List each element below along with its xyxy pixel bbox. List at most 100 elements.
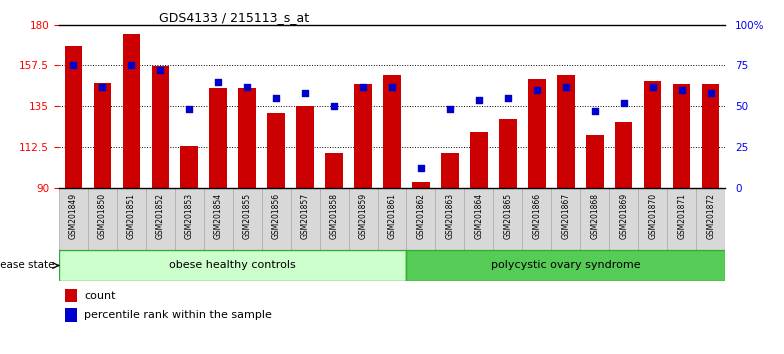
- Point: [415, 165, 427, 171]
- Point: [676, 87, 688, 93]
- Point: [241, 84, 253, 90]
- Text: GSM201855: GSM201855: [242, 193, 252, 239]
- Text: GSM201858: GSM201858: [329, 193, 339, 239]
- Bar: [146, 188, 175, 250]
- Bar: [383, 75, 401, 188]
- Bar: [644, 81, 662, 188]
- Point: [386, 84, 398, 90]
- Point: [154, 68, 166, 73]
- Bar: [615, 122, 633, 188]
- Text: GSM201862: GSM201862: [416, 193, 426, 239]
- Text: GSM201870: GSM201870: [648, 193, 657, 239]
- Bar: [702, 85, 720, 188]
- Point: [473, 97, 485, 103]
- Point: [444, 107, 456, 112]
- Text: count: count: [84, 291, 115, 301]
- Point: [618, 100, 630, 106]
- Point: [502, 95, 514, 101]
- Point: [183, 107, 195, 112]
- Bar: [320, 188, 349, 250]
- Text: GSM201861: GSM201861: [387, 193, 397, 239]
- Text: percentile rank within the sample: percentile rank within the sample: [84, 310, 272, 320]
- Bar: [528, 79, 546, 188]
- Bar: [499, 119, 517, 188]
- Bar: [267, 113, 285, 188]
- Bar: [551, 188, 580, 250]
- Bar: [117, 188, 146, 250]
- Bar: [122, 34, 140, 188]
- Bar: [151, 67, 169, 188]
- Point: [328, 103, 340, 109]
- Bar: [296, 106, 314, 188]
- Bar: [406, 250, 725, 281]
- Text: GSM201867: GSM201867: [561, 193, 570, 239]
- Bar: [673, 85, 691, 188]
- Text: GSM201850: GSM201850: [98, 193, 107, 239]
- Text: GSM201863: GSM201863: [445, 193, 455, 239]
- Text: GSM201872: GSM201872: [706, 193, 715, 239]
- Bar: [175, 188, 204, 250]
- Bar: [238, 88, 256, 188]
- Point: [270, 95, 282, 101]
- Bar: [493, 188, 522, 250]
- Bar: [638, 188, 667, 250]
- Point: [125, 63, 137, 68]
- Bar: [65, 308, 78, 322]
- Point: [647, 84, 659, 90]
- Bar: [667, 188, 696, 250]
- Bar: [64, 46, 82, 188]
- Text: GSM201854: GSM201854: [214, 193, 223, 239]
- Point: [212, 79, 224, 85]
- Bar: [354, 85, 372, 188]
- Text: GSM201871: GSM201871: [677, 193, 686, 239]
- Text: GSM201851: GSM201851: [127, 193, 136, 239]
- Bar: [609, 188, 638, 250]
- Bar: [59, 188, 88, 250]
- Bar: [586, 135, 604, 188]
- Text: GSM201865: GSM201865: [503, 193, 513, 239]
- Point: [357, 84, 369, 90]
- Bar: [88, 188, 117, 250]
- Bar: [696, 188, 725, 250]
- Bar: [441, 153, 459, 188]
- Bar: [412, 182, 430, 188]
- Point: [589, 108, 601, 114]
- Text: disease state: disease state: [0, 261, 55, 270]
- Text: GSM201853: GSM201853: [185, 193, 194, 239]
- Bar: [93, 83, 111, 188]
- Text: GSM201857: GSM201857: [300, 193, 310, 239]
- Text: GDS4133 / 215113_s_at: GDS4133 / 215113_s_at: [158, 11, 309, 24]
- Text: GSM201849: GSM201849: [69, 193, 78, 239]
- Point: [705, 90, 717, 96]
- Bar: [435, 188, 464, 250]
- Text: GSM201866: GSM201866: [532, 193, 542, 239]
- Bar: [209, 88, 227, 188]
- Text: GSM201869: GSM201869: [619, 193, 628, 239]
- Bar: [291, 188, 320, 250]
- Point: [299, 90, 311, 96]
- Bar: [180, 146, 198, 188]
- Point: [560, 84, 572, 90]
- Text: GSM201852: GSM201852: [156, 193, 165, 239]
- Bar: [557, 75, 575, 188]
- Text: polycystic ovary syndrome: polycystic ovary syndrome: [491, 261, 641, 270]
- Bar: [65, 289, 78, 302]
- Text: GSM201868: GSM201868: [590, 193, 599, 239]
- Bar: [262, 188, 291, 250]
- Bar: [470, 132, 488, 188]
- Bar: [378, 188, 406, 250]
- Bar: [349, 188, 378, 250]
- Bar: [59, 250, 406, 281]
- Point: [67, 63, 79, 68]
- Point: [96, 84, 108, 90]
- Bar: [204, 188, 233, 250]
- Text: obese healthy controls: obese healthy controls: [169, 261, 296, 270]
- Bar: [522, 188, 551, 250]
- Text: GSM201859: GSM201859: [358, 193, 368, 239]
- Bar: [406, 188, 435, 250]
- Text: GSM201856: GSM201856: [271, 193, 281, 239]
- Bar: [233, 188, 262, 250]
- Bar: [580, 188, 609, 250]
- Bar: [325, 153, 343, 188]
- Point: [531, 87, 543, 93]
